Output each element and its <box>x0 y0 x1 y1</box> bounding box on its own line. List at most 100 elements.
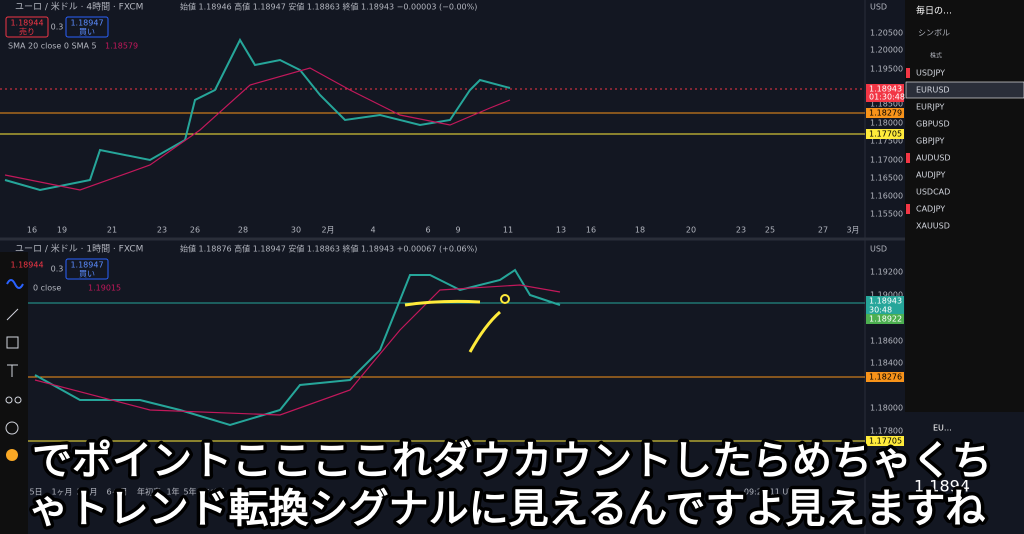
flag <box>906 153 910 163</box>
price-tag-bg <box>866 372 904 382</box>
spread: 0.3 <box>51 265 64 274</box>
price-tag-bg <box>866 305 904 315</box>
price-tick: 1.19200 <box>870 268 903 277</box>
watchlist-title: 毎日の… <box>916 5 952 17</box>
price-tag: 1.18943 <box>869 85 902 94</box>
watchlist-symbol[interactable]: AUDJPY <box>916 171 945 180</box>
time-tick: 28 <box>238 226 248 235</box>
range-button[interactable]: 1ヶ月 <box>51 488 72 497</box>
buy-label: 買い <box>79 28 95 37</box>
buy-price: 1.18947 <box>70 261 103 270</box>
price-tick: 1.20500 <box>870 29 903 38</box>
price-tick: 1.18400 <box>870 359 903 368</box>
sell-button[interactable] <box>5 16 49 38</box>
time-tick: 21 <box>107 226 117 235</box>
price-tag: 30:48 <box>869 306 892 315</box>
time-tick: 2月 <box>321 226 334 235</box>
price-tag: 01:30:48 <box>869 93 905 102</box>
currency: USD <box>870 245 887 254</box>
price-tick: 1.16500 <box>870 174 903 183</box>
range-button[interactable]: 年初来 <box>137 487 161 497</box>
price-tick: 1.17800 <box>870 427 903 436</box>
buy-button[interactable] <box>65 258 109 280</box>
toolbar-icons <box>5 279 24 461</box>
watchlist-symbol[interactable]: USDCAD <box>916 188 950 197</box>
price-tick: 1.19000 <box>870 291 903 300</box>
range-button[interactable]: すべて <box>201 488 224 497</box>
time-tick: 30 <box>291 226 301 235</box>
flag <box>906 68 910 78</box>
indicator: 0 close <box>33 284 61 293</box>
time-tick: 3月 <box>846 226 859 235</box>
moving-average <box>4 67 511 191</box>
watchlist-symbol[interactable]: GBPUSD <box>916 120 950 129</box>
price-tag: 1.17705 <box>869 437 902 446</box>
time-tick: 20 <box>686 226 696 235</box>
price-tag-bg <box>866 92 904 102</box>
price-tag-bg <box>866 314 904 324</box>
watchlist-section: シンボル <box>918 29 950 38</box>
watchlist-symbol[interactable]: CADJPY <box>916 205 945 214</box>
annotation-circle <box>500 294 510 304</box>
time-tick: 16 <box>586 226 596 235</box>
time-tick: 16 <box>27 226 37 235</box>
price-tick: 1.20000 <box>870 46 903 55</box>
watchlist-symbol[interactable]: XAUUSD <box>916 222 950 231</box>
watchlist-symbol[interactable]: EURJPY <box>916 103 944 112</box>
price-tick: 1.18500 <box>870 100 903 109</box>
detail-price: 1.1894 <box>914 477 970 496</box>
watchlist-symbol[interactable]: USDJPY <box>916 69 945 78</box>
price-tick: 1.18000 <box>870 404 903 413</box>
price-tag: 1.18922 <box>869 315 902 324</box>
time-tick: 25 <box>765 226 775 235</box>
time-tick: 23 <box>736 226 746 235</box>
price-tag-bg <box>866 296 904 306</box>
sell-price: 1.18944 <box>10 261 43 270</box>
price-tick: 1.16000 <box>870 192 903 201</box>
symbol-title: ユーロ / 米ドル · 1時間 · FXCM <box>15 243 143 255</box>
price-tick: 1.15500 <box>870 210 903 219</box>
indicator-value: 1.18579 <box>105 42 138 51</box>
range-button[interactable]: 5日 <box>29 488 42 497</box>
detail-panel <box>905 412 1024 534</box>
price-tag-bg <box>866 436 904 446</box>
range-button[interactable]: 3ヶ月 <box>76 488 97 497</box>
price-tag: 1.18279 <box>869 109 902 118</box>
currency: USD <box>870 3 887 12</box>
time-tick: 18 <box>635 226 645 235</box>
selected-row <box>905 81 1024 99</box>
buy-button[interactable] <box>65 16 109 38</box>
moving-average <box>34 284 561 416</box>
symbol-title: ユーロ / 米ドル · 4時間 · FXCM <box>15 1 143 13</box>
watchlist-symbol[interactable]: AUDUSD <box>916 154 951 163</box>
indicator-value: 1.19015 <box>88 284 121 293</box>
range-button[interactable]: 6ヶ月 <box>106 488 127 497</box>
price-tick: 1.17500 <box>870 137 903 146</box>
price-tag: 1.18943 <box>869 297 902 306</box>
price-tag-bg <box>866 129 904 139</box>
range-button[interactable]: 5年 <box>183 487 196 497</box>
sell-label: 売り <box>19 27 35 37</box>
subtitle: でポイントここここれダウカウントしたらめちゃくち <box>32 438 992 484</box>
time-tick: 4 <box>370 226 375 235</box>
watchlist-symbol[interactable]: GBPJPY <box>916 137 945 146</box>
time-tick: 27 <box>818 226 828 235</box>
clock: 09:29:11 UTC+9 <box>744 488 810 497</box>
buy-label: 買い <box>79 270 95 279</box>
annotation-stroke <box>404 299 481 307</box>
time-tick: 9 <box>455 226 460 235</box>
toolbar <box>0 252 28 534</box>
time-tick: 6 <box>425 226 430 235</box>
price-tick: 1.19500 <box>870 65 903 74</box>
ohlc: 始値 1.18946 高値 1.18947 安値 1.18863 終値 1.18… <box>180 2 477 12</box>
price-tag: 1.17705 <box>869 130 902 139</box>
time-tick: 23 <box>157 226 167 235</box>
flag <box>906 204 910 214</box>
price-tag-bg <box>866 84 904 94</box>
watchlist-symbol[interactable]: EURUSD <box>916 86 950 95</box>
buy-price: 1.18947 <box>70 19 103 28</box>
time-tick: 11 <box>503 226 513 235</box>
range-button[interactable]: 1年 <box>166 487 179 497</box>
price-path <box>4 37 511 192</box>
price-tick: 1.18600 <box>870 337 903 346</box>
